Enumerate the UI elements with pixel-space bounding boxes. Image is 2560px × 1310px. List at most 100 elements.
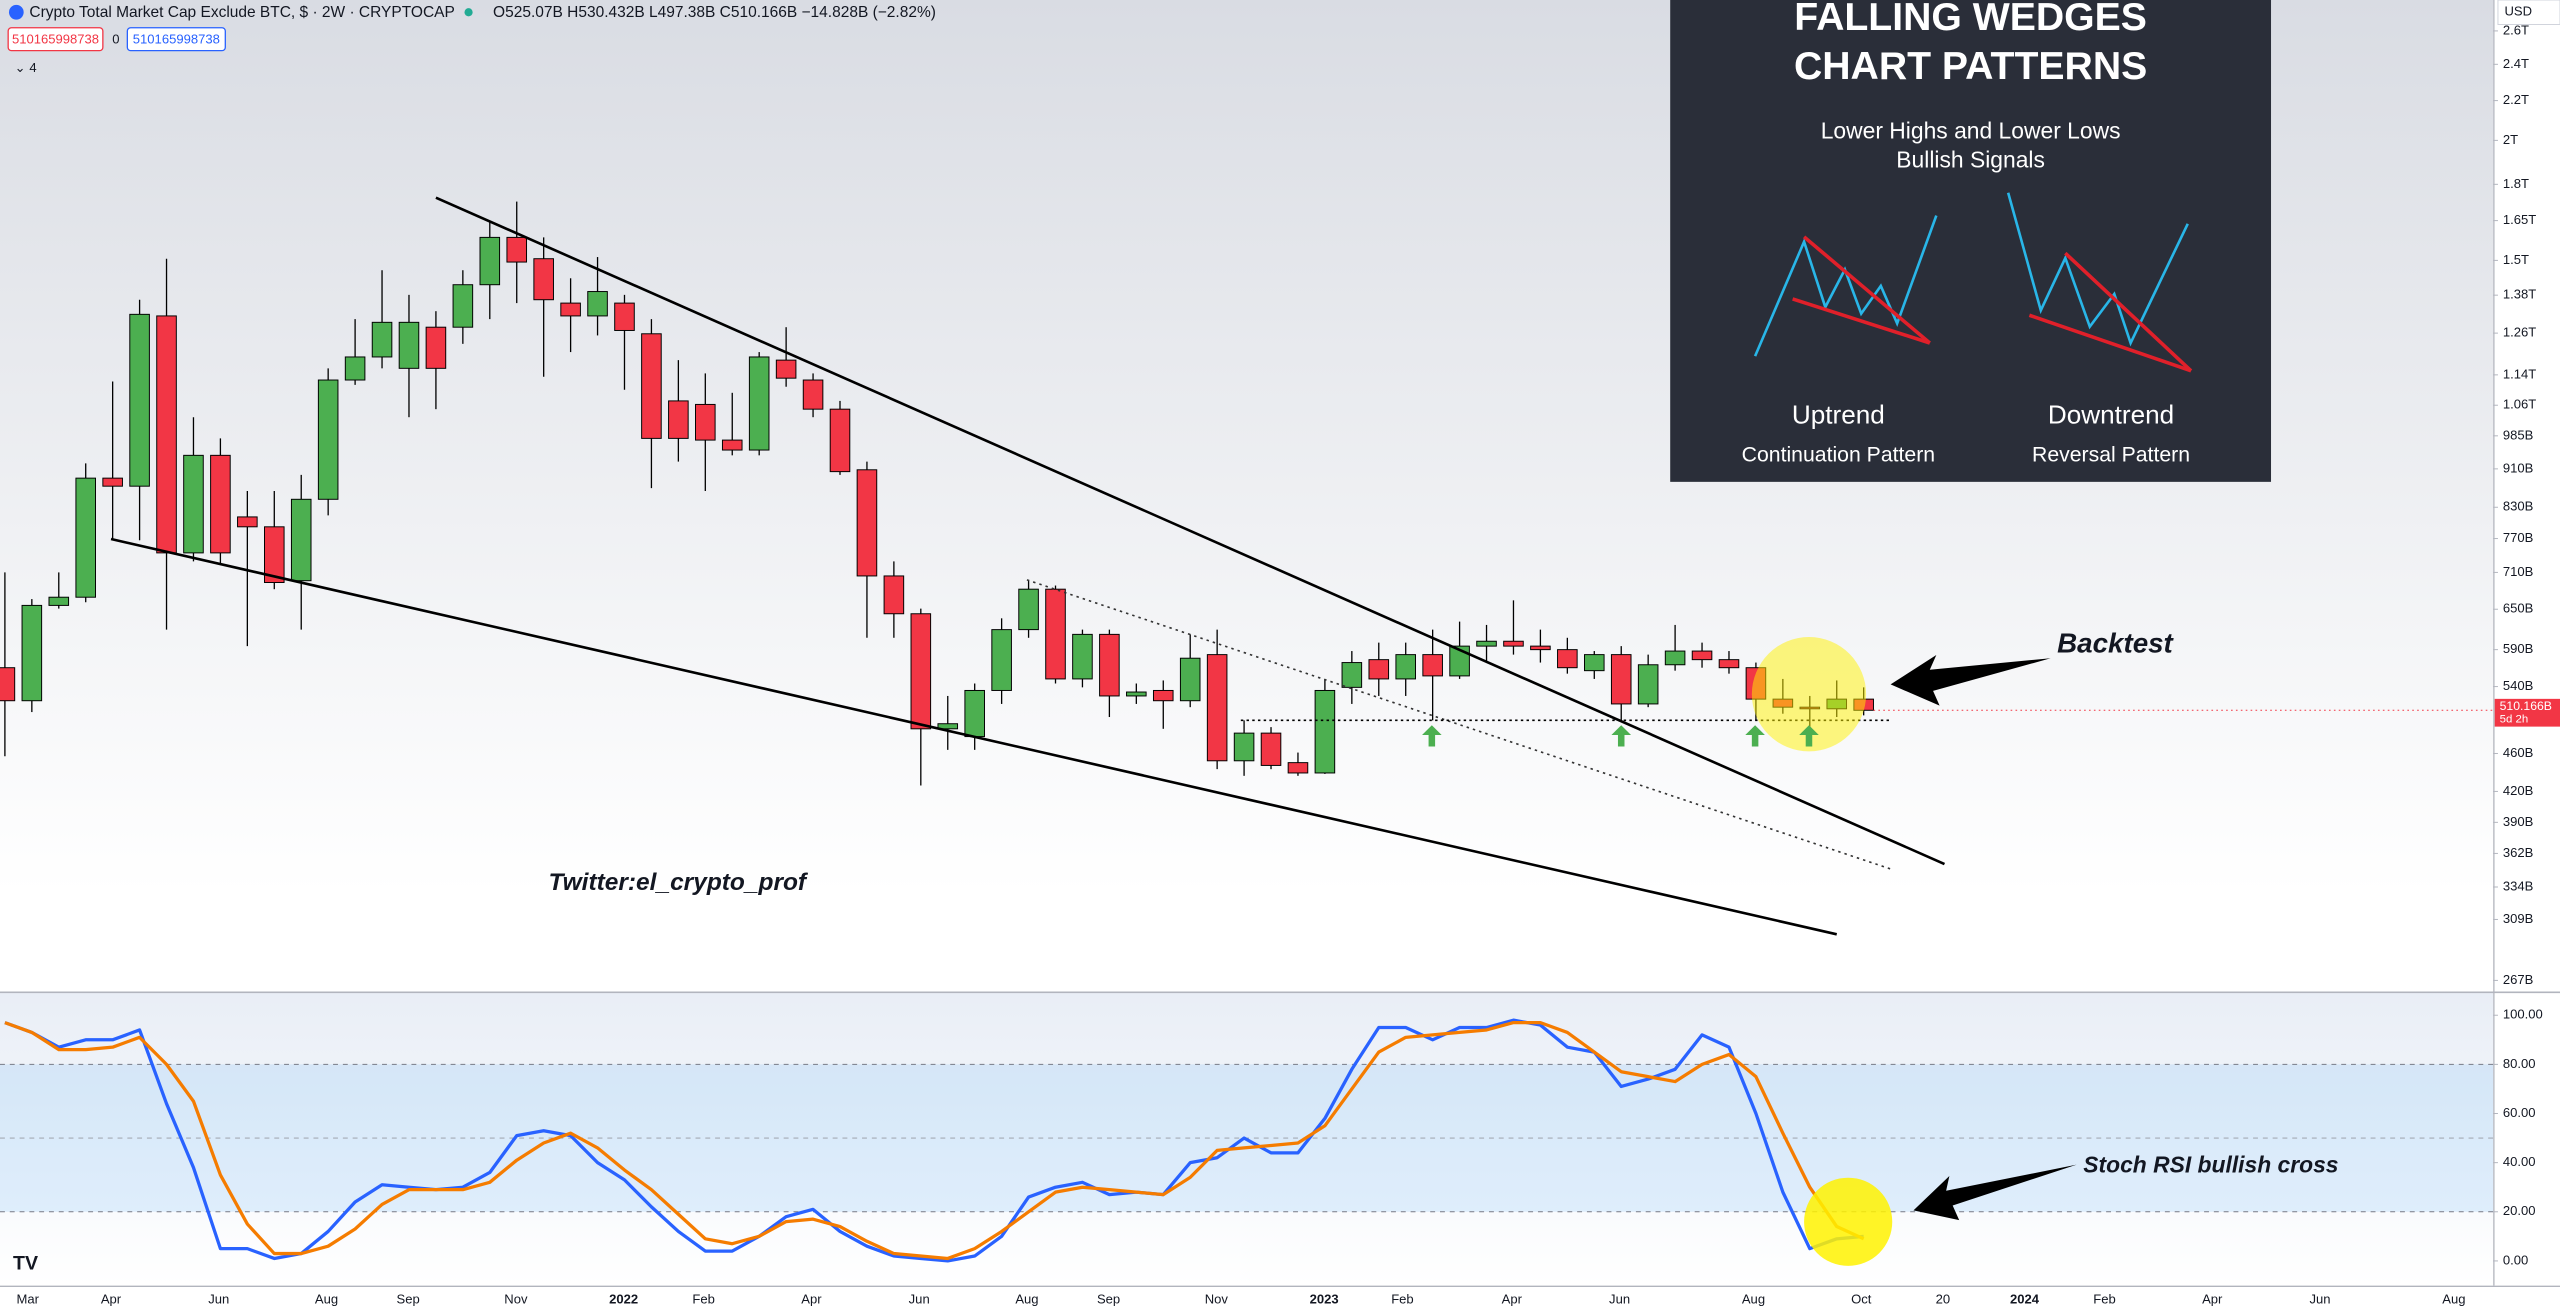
- candle-body: [1179, 657, 1201, 702]
- up-arrow: [1422, 725, 1442, 747]
- candle-body: [1422, 654, 1443, 677]
- countdown: 5d 2h: [2500, 713, 2529, 725]
- y-tick-label: 420B: [2503, 783, 2534, 798]
- y-tick-label: 460B: [2503, 745, 2534, 760]
- candle-body: [1072, 633, 1093, 680]
- y-tick-label: 1.8T: [2503, 176, 2529, 191]
- candle-body: [829, 408, 851, 473]
- candle-body: [1152, 689, 1174, 702]
- panel-title: CHART PATTERNS: [1794, 45, 2147, 88]
- candle-body: [1206, 654, 1228, 762]
- candle-body: [937, 723, 959, 730]
- symbol-title[interactable]: Crypto Total Market Cap Exclude BTC, $ ·…: [29, 4, 454, 21]
- candle-body: [1691, 650, 1713, 661]
- candle-body: [48, 596, 70, 606]
- candle-body: [560, 302, 581, 317]
- last-price-label: 510.166B: [2500, 699, 2552, 713]
- y-tick-label: 1.14T: [2503, 366, 2536, 381]
- y-tick-label: 1.26T: [2503, 325, 2536, 340]
- up-arrow: [1611, 725, 1632, 747]
- candle-body: [317, 379, 339, 500]
- candle-body: [506, 236, 528, 263]
- candle-body: [210, 454, 231, 554]
- x-tick-label: Feb: [692, 1292, 714, 1307]
- downtrend-wedge-line: [2064, 251, 2193, 373]
- up-arrows: [1422, 725, 1819, 747]
- x-tick-label: Feb: [2093, 1292, 2115, 1307]
- candle-body: [1287, 762, 1309, 774]
- spread: 0: [112, 31, 119, 46]
- x-tick-label: Aug: [315, 1292, 338, 1307]
- x-tick-label: 20: [1936, 1292, 1951, 1307]
- y-tick-label: 267B: [2503, 972, 2534, 987]
- currency: USD: [2504, 4, 2532, 19]
- candle-body: [668, 400, 689, 439]
- candle-body: [1260, 732, 1282, 766]
- y-tick-label: 334B: [2503, 878, 2534, 893]
- y-tick-label: 985B: [2503, 427, 2534, 442]
- highlight-circle: [1751, 637, 1867, 752]
- panel-label: Uptrend: [1792, 399, 1885, 429]
- x-tick-label: 2022: [609, 1292, 638, 1307]
- y-tick-label: 100.00: [2503, 1007, 2543, 1022]
- downtrend-wedge-line: [2028, 313, 2192, 373]
- candle-body: [1368, 659, 1390, 680]
- candle-body: [1099, 633, 1120, 697]
- downtrend-sketch: [2006, 192, 2189, 347]
- y-tick-label: 390B: [2503, 814, 2534, 829]
- indicator-chevron[interactable]: ⌄: [15, 60, 26, 75]
- candle-body: [75, 477, 97, 598]
- candle-body: [533, 258, 554, 301]
- currency-button[interactable]: [2497, 0, 2560, 25]
- x-tick-label: Jun: [208, 1292, 229, 1307]
- last-price-box: [2494, 698, 2560, 727]
- candle-body: [102, 477, 123, 487]
- x-tick-label: Aug: [1742, 1292, 1765, 1307]
- y-tick-label: 540B: [2503, 678, 2534, 693]
- x-tick-label: Nov: [1205, 1292, 1229, 1307]
- candle-body: [1126, 691, 1147, 697]
- highlight-circle: [1804, 1177, 1893, 1266]
- stoch-layer: [0, 1018, 2494, 1263]
- candle-body: [587, 291, 608, 317]
- candle-body: [1610, 654, 1632, 705]
- y-tick-label: 830B: [2503, 499, 2534, 514]
- stoch-line: [4, 1018, 1864, 1263]
- symbol-icon: [8, 4, 24, 20]
- x-tick-label: 2023: [1310, 1292, 1339, 1307]
- uptrend-wedge-line: [1792, 297, 1931, 345]
- stoch-arrow: [1913, 1164, 2077, 1221]
- panel-caption: Continuation Pattern: [1742, 443, 1935, 466]
- candle-body: [991, 629, 1012, 691]
- y-tick-label: 650B: [2503, 601, 2534, 616]
- x-tick-label: Apr: [101, 1292, 122, 1307]
- y-tick-label: 2.4T: [2503, 56, 2529, 71]
- indicator-count[interactable]: 4: [29, 60, 36, 75]
- uptrend-wedge-line: [1802, 235, 1931, 345]
- buy-price: 510165998738: [133, 31, 220, 46]
- x-tick-label: Feb: [1391, 1292, 1413, 1307]
- candle-body: [344, 356, 366, 381]
- panel-label: Downtrend: [2048, 399, 2174, 429]
- candle-body: [1018, 588, 1039, 631]
- x-tick-label: Aug: [2442, 1292, 2465, 1307]
- x-tick-label: Oct: [1851, 1292, 1872, 1307]
- y-tick-label: 362B: [2503, 845, 2534, 860]
- tv-logo: TV: [13, 1252, 38, 1274]
- ohlc-values: O525.07B H530.432B L497.38B C510.166B −1…: [493, 4, 936, 21]
- candle-body: [264, 526, 285, 584]
- candle-layer: [0, 201, 1874, 786]
- y-tick-label: 40.00: [2503, 1154, 2536, 1169]
- candle-body: [1341, 662, 1363, 688]
- candle-body: [371, 321, 393, 358]
- buy-button[interactable]: [126, 27, 226, 52]
- sell-button[interactable]: [7, 27, 104, 52]
- candle-body: [1637, 664, 1659, 705]
- y-tick-label: 710B: [2503, 564, 2534, 579]
- candle-body: [1476, 640, 1497, 647]
- candle-body: [1530, 645, 1551, 651]
- candle-body: [641, 333, 662, 439]
- candle-body: [1584, 654, 1605, 672]
